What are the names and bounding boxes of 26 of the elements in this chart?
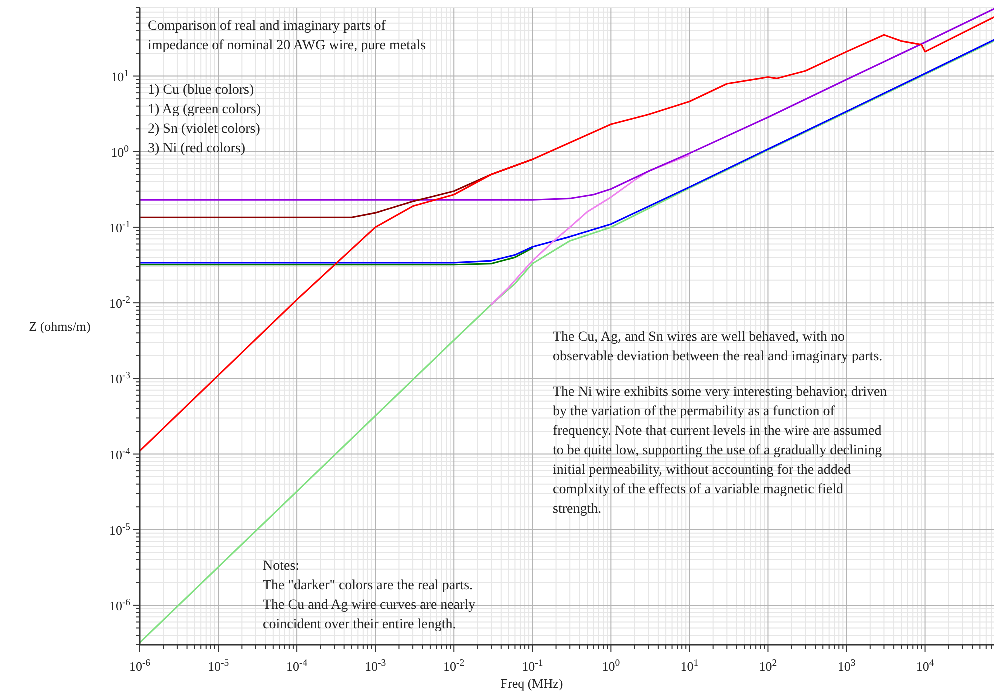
x-tick-label: 10$^{-4}$	[286, 658, 308, 674]
annotation: 1) Cu (blue colors) 1) Ag (green colors) 2) Sn (violet colors) 3) Ni (red colors)	[148, 83, 262, 156]
y-tick-label: 10$^{-3}$	[109, 370, 131, 387]
x-tick-label: 10$^{2}$	[759, 658, 778, 674]
annotation: The Ni wire exhibits some very interesting behavior, driven by the variation of the permability as a function of frequency. Note that current levels in the wire are assumed to be quite low, supporting the use of a gradually declining initial permeability, without accounting for the added complxity of the effects of a variable magnetic field strength.	[553, 385, 888, 517]
x-tick-label: 10$^{-2}$	[444, 658, 465, 674]
y-tick-label: 10$^{-1}$	[109, 218, 131, 236]
y-tick-label: 10$^{0}$	[111, 143, 130, 160]
x-tick-label: 10$^{4}$	[916, 658, 934, 674]
x-tick-label: 10$^{0}$	[602, 658, 620, 674]
y-tick-label: 10$^{-6}$	[109, 596, 131, 614]
annotation: The Cu, Ag, and Sn wires are well behaved, with no observable deviation between the real and imaginary parts.	[553, 330, 883, 364]
annotation: Notes: The "darker" colors are the real parts. The Cu and Ag wire curves are nearly coincident over their entire length.	[263, 559, 476, 632]
x-tick-label: 10$^{-3}$	[365, 658, 386, 674]
y-axis-title: Z (ohms/m)	[29, 319, 91, 334]
x-tick-label: 10$^{1}$	[680, 658, 699, 674]
x-tick-label: 10$^{-1}$	[522, 658, 544, 674]
x-tick-label: 10$^{3}$	[838, 658, 856, 674]
y-tick-label: 10$^{-4}$	[109, 446, 131, 462]
y-tick-label: 10$^{-5}$	[109, 521, 131, 538]
y-tick-label: 10$^{1}$	[111, 68, 130, 84]
y-tick-label: 10$^{-2}$	[109, 294, 131, 312]
x-axis-title: Freq (MHz)	[500, 676, 564, 691]
x-tick-label: 10$^{-6}$	[129, 658, 151, 674]
x-tick-label: 10$^{-5}$	[208, 658, 230, 674]
annotation: Comparison of real and imaginary parts of impedance of nominal 20 AWG wire, pure metals	[148, 19, 426, 54]
